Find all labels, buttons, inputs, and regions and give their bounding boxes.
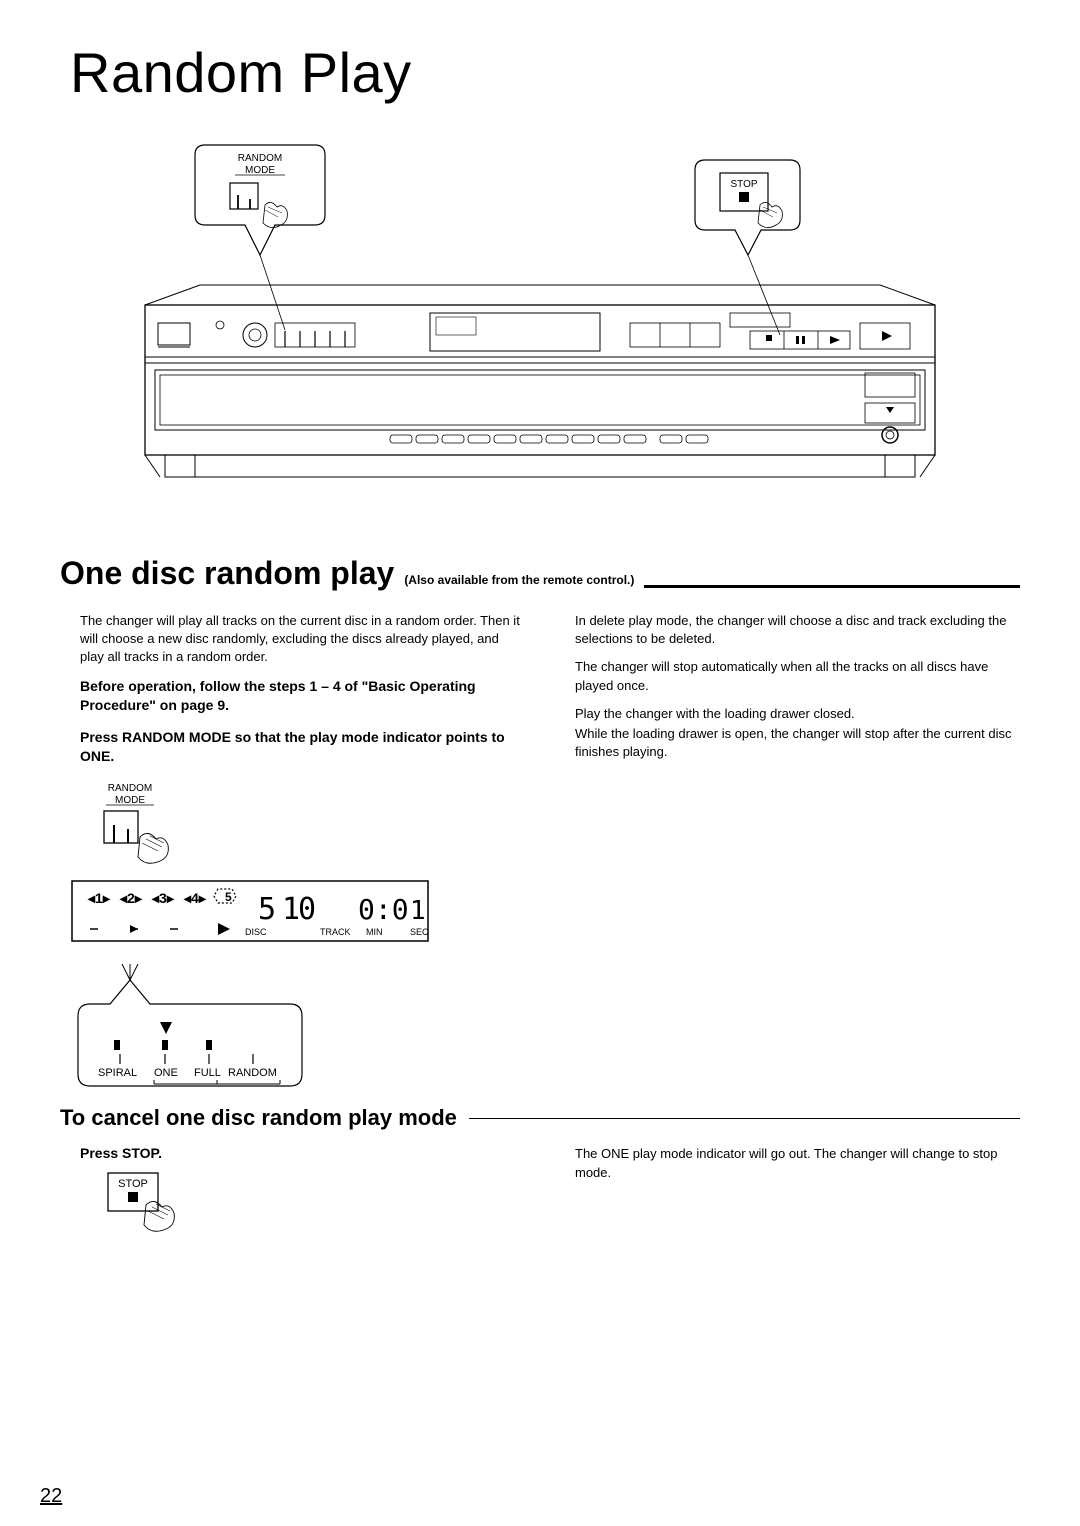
svg-text:RANDOM: RANDOM [238,153,282,164]
section-title: One disc random play [60,555,394,592]
svg-text:MODE: MODE [245,165,275,176]
mode-indicator-diagram: SPIRAL ONE FULL RANDOM [70,964,525,1099]
cancel-title: To cancel one disc random play mode [60,1105,457,1131]
track-value: 10 [282,892,315,927]
mode-label-random: RANDOM [228,1067,277,1079]
page-number: 22 [40,1485,62,1508]
section-body: The changer will play all tracks on the … [60,612,1020,1099]
mode-label-spiral: SPIRAL [98,1067,137,1079]
column-left: The changer will play all tracks on the … [60,612,525,1099]
drawer-open-paragraph: While the loading drawer is open, the ch… [575,725,1020,761]
press-random-mode-text: Press RANDOM MODE so that the play mode … [80,728,525,767]
svg-text:◂2▸: ◂2▸ [119,890,143,906]
cancel-left: Press STOP. STOP [60,1145,525,1244]
cancel-result-paragraph: The ONE play mode indicator will go out.… [575,1145,1020,1181]
svg-text:STOP: STOP [118,1178,148,1190]
track-label: TRACK [320,927,351,937]
disc-value: 5 [258,892,274,927]
section-subtitle: (Also available from the remote control.… [404,573,634,587]
svg-text:STOP: STOP [730,179,757,190]
mode-label-full: FULL [194,1067,221,1079]
press-stop-text: Press STOP. [80,1145,525,1161]
cancel-right: The ONE play mode indicator will go out.… [575,1145,1020,1244]
cancel-rule [469,1118,1020,1119]
svg-text:5: 5 [225,890,232,904]
section-header: One disc random play (Also available fro… [60,555,1020,592]
svg-text:◂3▸: ◂3▸ [151,890,175,906]
disc-label: DISC [245,927,267,937]
sec-label: SEC [410,927,429,937]
intro-paragraph: The changer will play all tracks on the … [80,612,525,667]
device-diagram: RANDOM MODE STOP [130,135,950,495]
time-value-tenths: 1 [410,896,426,926]
section-rule [644,585,1020,588]
time-value: 0:0 [358,893,409,926]
page-title: Random Play [70,40,1020,105]
svg-text:◂1▸: ◂1▸ [87,890,111,906]
column-right: In delete play mode, the changer will ch… [575,612,1020,1099]
delete-play-paragraph: In delete play mode, the changer will ch… [575,612,1020,648]
display-panel-diagram: ◂1▸ ◂2▸ ◂3▸ ◂4▸ 5 DISC 5 10 TRACK 0:0 1 [70,879,525,964]
stop-button-illustration: STOP [104,1169,525,1244]
svg-text:MODE: MODE [115,795,145,806]
auto-stop-paragraph: The changer will stop automatically when… [575,658,1020,694]
cancel-section: To cancel one disc random play mode Pres… [60,1105,1020,1244]
min-label: MIN [366,927,383,937]
cancel-header: To cancel one disc random play mode [60,1105,1020,1131]
mode-label-one: ONE [154,1067,178,1079]
svg-text:◂4▸: ◂4▸ [183,890,207,906]
svg-text:RANDOM: RANDOM [108,783,152,794]
drawer-closed-paragraph: Play the changer with the loading drawer… [575,705,1020,723]
random-mode-illustration: RANDOM MODE [100,779,525,869]
before-operation-text: Before operation, follow the steps 1 – 4… [80,677,525,716]
